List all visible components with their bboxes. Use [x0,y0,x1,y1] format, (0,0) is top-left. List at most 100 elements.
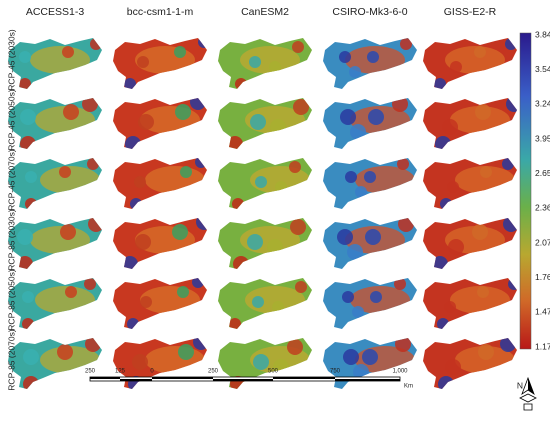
basin-blob [447,181,459,193]
basin-blob [292,41,304,53]
scale-label: 750 [330,369,341,375]
basin-blob [232,198,244,209]
basin-blob [22,291,34,303]
basin-blob [342,291,354,303]
basin-map [323,98,417,149]
basin-blob [178,344,194,360]
colorbar-tick-label: 2.36 [535,203,550,213]
basin-map [8,338,102,389]
basin-zone [145,166,205,194]
basin-map [423,278,517,329]
basin-map [113,38,207,89]
basin-blob [474,46,486,58]
basin-blob [20,136,36,149]
basin-map [113,158,207,209]
basin-blob [174,46,186,58]
basin-blob [480,166,492,178]
basin-blob [20,109,36,125]
basin-blob [180,166,192,178]
basin-blob [19,51,31,63]
basin-fill [323,158,417,209]
basin-map [423,98,517,149]
north-label: N [517,380,523,390]
scale-label: 125 [115,369,126,375]
basin-map [323,278,417,329]
basin-map [113,278,207,329]
basin-blob [395,338,411,352]
basin-zone [30,226,90,254]
basin-blob [62,46,74,58]
basin-fill [423,338,517,389]
colorbar-tick-label: 3.24 [535,99,550,109]
basin-blob [233,256,249,269]
scale-label: 0 [150,369,154,375]
basin-fill [323,218,417,269]
column-header: CanESM2 [241,6,289,18]
basin-blob [59,166,71,178]
basin-blob [17,229,33,245]
basin-blob [400,38,412,50]
basin-blob [368,109,384,125]
basin-blob [57,344,73,360]
basin-map [113,218,207,269]
basin-fill [323,278,417,329]
basin-blob [505,38,517,50]
map-grid [8,38,517,389]
column-header: ACCESS1-3 [26,6,85,18]
basin-blob [367,51,379,63]
basin-blob [275,181,287,193]
basin-blob [63,104,79,120]
row-label: RCP-85 (2030s) [6,209,16,271]
basin-blob [253,354,269,370]
basin-blob [122,256,138,269]
basin-blob [132,354,148,370]
basin-map [218,338,312,389]
basin-map [218,218,312,269]
basin-map [423,218,517,269]
basin-blob [472,224,488,240]
basin-fill [323,38,417,89]
basin-map [8,278,102,329]
basin-blob [82,98,98,112]
basin-blob [88,218,102,232]
scale-label: 500 [268,369,279,375]
basin-blob [227,136,243,149]
basin-map [218,98,312,149]
basin-blob [437,318,449,329]
basin-zone [35,286,95,314]
basin-blob [135,234,151,250]
basin-zone [30,46,90,74]
column-header: CSIRO-Mk3-6-0 [332,6,407,18]
basin-blob [229,318,241,329]
scale-label: 1,000 [392,369,408,375]
basin-fill [218,98,312,149]
basin-map [8,158,102,209]
basin-blob [503,218,517,232]
scale-bar [89,376,401,382]
scale-label: 250 [208,369,219,375]
basin-blob [250,114,266,130]
basin-blob [478,344,494,360]
colorbar [519,32,532,350]
basin-blob [270,119,286,135]
basin-map [323,218,417,269]
basin-blob [362,349,378,365]
row-label: RCP-45 (2070s) [6,149,16,211]
basin-fill [218,218,312,269]
basin-blob [349,66,361,78]
basin-blob [370,291,382,303]
basin-fill [8,38,102,89]
basin-fill [218,38,312,89]
basin-blob [350,124,366,140]
basin-blob [198,38,207,48]
basin-map [423,338,517,389]
basin-blob [352,306,364,318]
basin-map [113,98,207,149]
basin-map [8,218,102,269]
basin-fill [323,98,417,149]
basin-map [323,38,417,89]
basin-blob [442,119,458,135]
basin-blob [127,318,139,329]
basin-fill [423,38,517,89]
basin-blob [137,56,149,68]
